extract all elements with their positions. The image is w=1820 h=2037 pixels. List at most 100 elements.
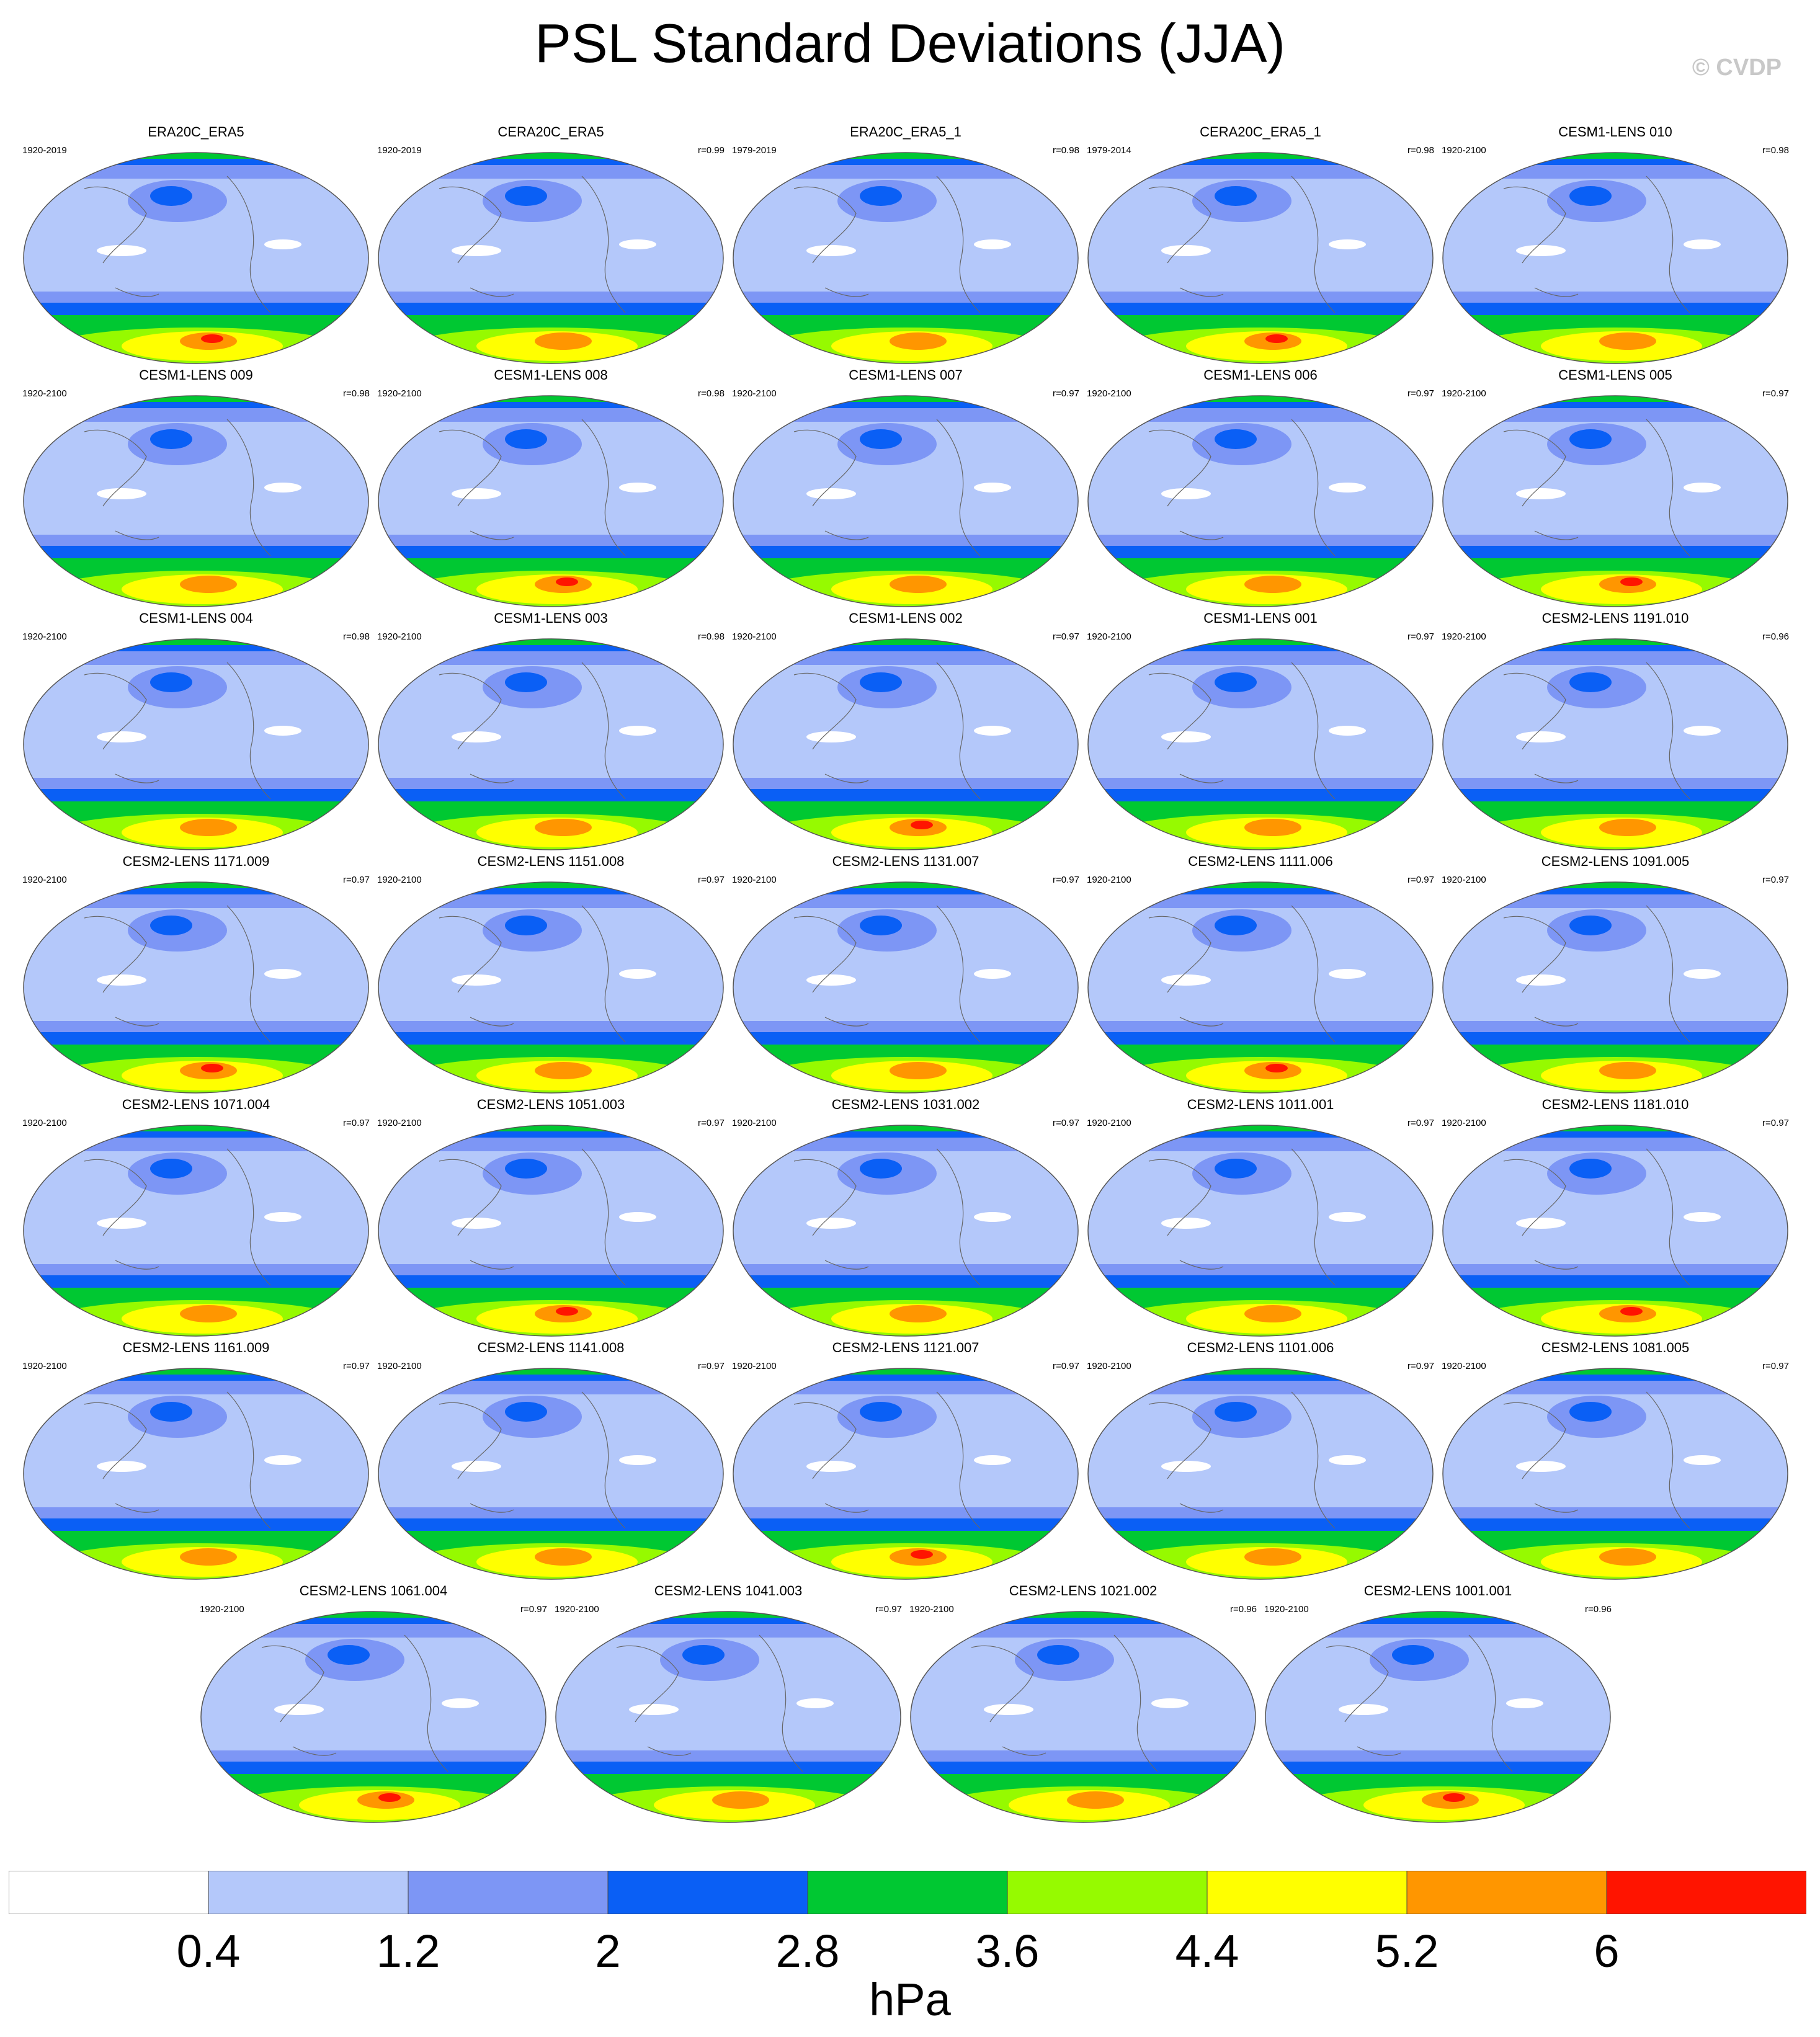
colorbar-box	[1406, 1871, 1607, 1914]
panel-correlation: r=0.96	[1762, 631, 1789, 642]
panel-correlation: r=0.97	[1762, 1361, 1789, 1371]
colorbar-tick-label: 0.4	[176, 1925, 241, 1977]
panel-correlation: r=0.97	[698, 1118, 725, 1128]
panel-title: CESM1-LENS 001	[1203, 610, 1318, 626]
panel-title: CESM2-LENS 1191.010	[1541, 610, 1689, 626]
map-plot	[200, 1611, 546, 1823]
panel-years: 1920-2100	[200, 1604, 244, 1615]
map-panel: ERA20C_ERA5 1920-2019	[22, 124, 370, 366]
panel-correlation: r=0.97	[343, 1361, 370, 1371]
map-panel: CESM2-LENS 1081.005 1920-2100 r=0.97	[1442, 1340, 1789, 1582]
panel-title: CESM2-LENS 1151.008	[477, 854, 625, 869]
panel-years: 1920-2100	[1264, 1604, 1309, 1615]
panel-title: CESM1-LENS 003	[494, 610, 608, 626]
map-plot	[555, 1611, 901, 1823]
map-panel: CESM1-LENS 010 1920-2100 r=0.98	[1442, 124, 1789, 366]
panel-correlation: r=0.97	[875, 1604, 902, 1615]
panel-years: 1920-2100	[1087, 1118, 1131, 1128]
map-panel: CERA20C_ERA5_1 1979-2014 r=0.98	[1087, 124, 1434, 366]
panel-correlation: r=0.96	[1585, 1604, 1612, 1615]
map-panel: CESM2-LENS 1001.001 1920-2100 r=0.96	[1264, 1583, 1612, 1825]
map-panel: CESM2-LENS 1121.007 1920-2100 r=0.97	[732, 1340, 1079, 1582]
map-panel: CESM2-LENS 1111.006 1920-2100 r=0.97	[1087, 854, 1434, 1095]
map-panel: CESM1-LENS 006 1920-2100 r=0.97	[1087, 367, 1434, 609]
panel-years: 1920-2100	[1087, 631, 1131, 642]
panel-years: 1920-2100	[732, 631, 777, 642]
panel-title: CESM2-LENS 1061.004	[299, 1583, 448, 1598]
panel-years: 1920-2100	[1087, 1361, 1131, 1371]
panel-correlation: r=0.97	[1053, 631, 1079, 642]
panel-title: CESM1-LENS 004	[139, 610, 253, 626]
panel-title: CESM2-LENS 1171.009	[122, 854, 270, 869]
panel-years: 1920-2100	[377, 631, 422, 642]
panel-title: CESM1-LENS 006	[1203, 367, 1318, 383]
map-panel: CESM1-LENS 005 1920-2100 r=0.97	[1442, 367, 1789, 609]
map-plot	[1442, 1125, 1788, 1337]
map-panel: CESM2-LENS 1051.003 1920-2100 r=0.97	[377, 1097, 725, 1339]
panel-correlation: r=0.97	[343, 875, 370, 885]
panel-correlation: r=0.97	[1407, 1118, 1434, 1128]
panel-correlation: r=0.97	[1053, 875, 1079, 885]
map-plot	[378, 152, 724, 364]
colorbar-box	[1007, 1871, 1208, 1914]
map-plot	[733, 152, 1079, 364]
map-panel: CESM2-LENS 1141.008 1920-2100 r=0.97	[377, 1340, 725, 1582]
colorbar-box	[807, 1871, 1008, 1914]
map-plot	[1087, 881, 1434, 1094]
panel-correlation: r=0.97	[698, 875, 725, 885]
watermark: © CVDP	[1692, 55, 1782, 81]
panel-title: ERA20C_ERA5_1	[850, 124, 961, 140]
map-panel: CESM2-LENS 1041.003 1920-2100 r=0.97	[555, 1583, 902, 1825]
panel-title: CESM2-LENS 1131.007	[832, 854, 979, 869]
map-plot	[1087, 1125, 1434, 1337]
panel-title: CESM2-LENS 1001.001	[1363, 1583, 1512, 1598]
panel-title: CESM2-LENS 1041.003	[654, 1583, 803, 1598]
panel-correlation: r=0.98	[343, 388, 370, 399]
panel-years: 1920-2100	[1087, 875, 1131, 885]
panel-years: 1920-2100	[377, 1361, 422, 1371]
panel-years: 1920-2100	[1087, 388, 1131, 399]
panel-years: 1920-2100	[377, 388, 422, 399]
map-panel: CESM2-LENS 1071.004 1920-2100 r=0.97	[22, 1097, 370, 1339]
panel-correlation: r=0.97	[1762, 388, 1789, 399]
panel-years: 1920-2100	[732, 1118, 777, 1128]
panel-title: CESM2-LENS 1031.002	[831, 1097, 980, 1112]
panel-correlation: r=0.98	[1407, 145, 1434, 156]
colorbar-box	[1207, 1871, 1407, 1914]
panel-years: 1920-2100	[377, 875, 422, 885]
panel-years: 1920-2100	[1442, 631, 1486, 642]
map-panel: CESM2-LENS 1161.009 1920-2100 r=0.97	[22, 1340, 370, 1582]
map-plot	[378, 1125, 724, 1337]
panel-correlation: r=0.97	[1762, 1118, 1789, 1128]
colorbar-tick-label: 2	[595, 1925, 621, 1977]
map-plot	[1265, 1611, 1611, 1823]
panel-correlation: r=0.97	[1407, 388, 1434, 399]
panel-title: ERA20C_ERA5	[148, 124, 244, 140]
panel-title: CESM2-LENS 1051.003	[476, 1097, 625, 1112]
panel-years: 1979-2014	[1087, 145, 1131, 156]
panel-years: 1920-2100	[555, 1604, 599, 1615]
map-panel: CESM2-LENS 1021.002 1920-2100 r=0.96	[909, 1583, 1257, 1825]
map-plot	[1442, 1368, 1788, 1580]
panel-years: 1920-2100	[22, 388, 67, 399]
panel-correlation: r=0.97	[1053, 1361, 1079, 1371]
colorbar	[9, 1871, 1806, 1914]
panel-title: CESM1-LENS 005	[1558, 367, 1672, 383]
panel-title: CESM2-LENS 1181.010	[1541, 1097, 1689, 1112]
map-panel: CESM2-LENS 1091.005 1920-2100 r=0.97	[1442, 854, 1789, 1095]
panel-years: 1920-2100	[732, 1361, 777, 1371]
panel-title: CESM2-LENS 1081.005	[1541, 1340, 1690, 1355]
panel-title: CESM1-LENS 008	[494, 367, 608, 383]
panel-years: 1920-2100	[909, 1604, 954, 1615]
panel-correlation: r=0.97	[343, 1118, 370, 1128]
colorbar-tick-label: 6	[1594, 1925, 1620, 1977]
map-plot	[1442, 152, 1788, 364]
panel-correlation: r=0.98	[1762, 145, 1789, 156]
map-panel: CESM1-LENS 003 1920-2100 r=0.98	[377, 610, 725, 852]
panel-title: CESM2-LENS 1111.006	[1188, 854, 1333, 869]
map-plot	[1442, 881, 1788, 1094]
map-plot	[1442, 395, 1788, 607]
map-panel: CESM2-LENS 1061.004 1920-2100 r=0.97	[200, 1583, 547, 1825]
panel-title: CESM2-LENS 1071.004	[122, 1097, 270, 1112]
panel-years: 1920-2100	[22, 631, 67, 642]
